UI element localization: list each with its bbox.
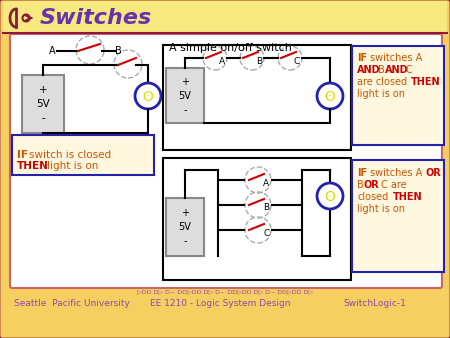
Text: light is on: light is on bbox=[47, 161, 99, 171]
Text: EE 1210 - Logic System Design: EE 1210 - Logic System Design bbox=[150, 299, 290, 309]
Circle shape bbox=[135, 83, 161, 109]
Text: C are: C are bbox=[381, 180, 407, 190]
Text: Switches: Switches bbox=[40, 8, 152, 28]
Text: +
5V
-: + 5V - bbox=[36, 85, 50, 123]
Text: switches A: switches A bbox=[370, 53, 422, 63]
Circle shape bbox=[22, 15, 30, 22]
Text: THEN: THEN bbox=[17, 161, 49, 171]
Text: SwitchLogic-1: SwitchLogic-1 bbox=[343, 299, 406, 309]
Text: C: C bbox=[294, 57, 300, 67]
Text: closed: closed bbox=[357, 192, 388, 202]
Text: IF: IF bbox=[17, 150, 28, 160]
FancyBboxPatch shape bbox=[163, 158, 351, 280]
FancyBboxPatch shape bbox=[22, 75, 64, 133]
FancyBboxPatch shape bbox=[10, 34, 442, 288]
Text: OR: OR bbox=[425, 168, 441, 178]
Text: +
5V
-: + 5V - bbox=[179, 208, 191, 246]
Text: C: C bbox=[263, 228, 269, 238]
Circle shape bbox=[317, 183, 343, 209]
Text: ▷DD D▷ D~ DD▷DD D▷ D~ DD▷DD D▷ D~ DD▷DD D▷: ▷DD D▷ D~ DD▷DD D▷ D~ DD▷DD D▷ D~ DD▷DD … bbox=[137, 290, 313, 294]
FancyBboxPatch shape bbox=[12, 135, 154, 175]
Circle shape bbox=[317, 83, 343, 109]
Text: C: C bbox=[406, 65, 413, 75]
Bar bbox=[3, 1, 447, 33]
Text: +
5V
-: + 5V - bbox=[179, 77, 191, 115]
Text: A simple on/off switch: A simple on/off switch bbox=[169, 43, 292, 53]
Text: A: A bbox=[263, 178, 269, 188]
FancyBboxPatch shape bbox=[166, 68, 204, 123]
Text: ʘ: ʘ bbox=[324, 90, 335, 104]
Text: B: B bbox=[378, 65, 385, 75]
Text: IF: IF bbox=[357, 168, 367, 178]
Text: AND: AND bbox=[385, 65, 409, 75]
Text: B: B bbox=[115, 46, 122, 56]
Text: B: B bbox=[357, 180, 364, 190]
Text: switch is closed: switch is closed bbox=[29, 150, 111, 160]
Text: B: B bbox=[256, 57, 262, 67]
Text: THEN: THEN bbox=[411, 77, 441, 87]
Text: B: B bbox=[263, 203, 269, 213]
Text: switches A: switches A bbox=[370, 168, 422, 178]
Text: Seattle  Pacific University: Seattle Pacific University bbox=[14, 299, 130, 309]
Text: A: A bbox=[49, 46, 55, 56]
Text: are closed: are closed bbox=[357, 77, 407, 87]
Text: IF: IF bbox=[357, 53, 367, 63]
FancyBboxPatch shape bbox=[352, 46, 444, 145]
Text: AND: AND bbox=[357, 65, 381, 75]
FancyBboxPatch shape bbox=[163, 45, 351, 150]
Text: ʘ: ʘ bbox=[324, 190, 335, 204]
Text: OR: OR bbox=[364, 180, 380, 190]
Text: THEN: THEN bbox=[393, 192, 423, 202]
Text: ʘ: ʘ bbox=[143, 90, 153, 104]
Text: A: A bbox=[219, 57, 225, 67]
FancyBboxPatch shape bbox=[166, 198, 204, 256]
FancyBboxPatch shape bbox=[352, 160, 444, 272]
Text: light is on: light is on bbox=[357, 204, 405, 214]
Text: light is on: light is on bbox=[357, 89, 405, 99]
